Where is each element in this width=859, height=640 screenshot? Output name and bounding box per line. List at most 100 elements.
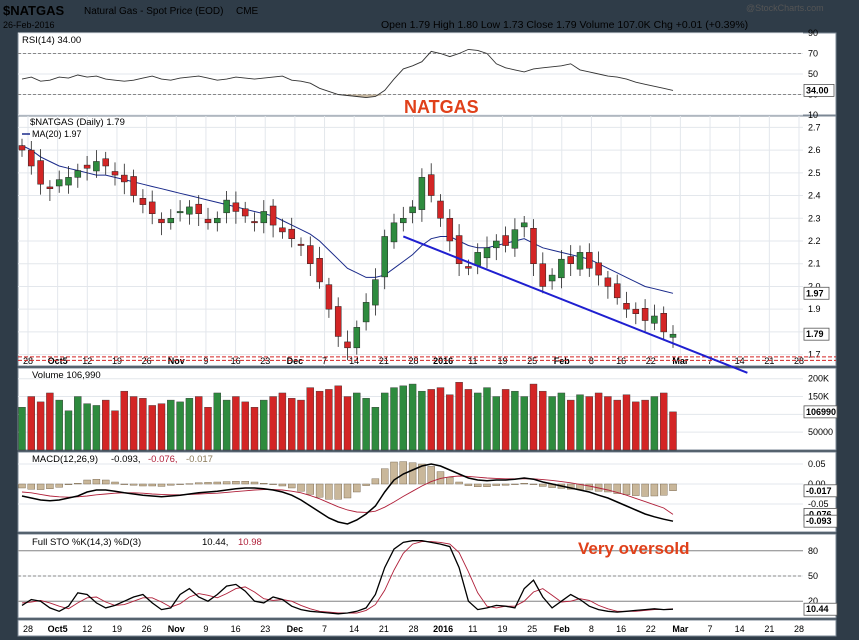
macd-histogram-bar — [520, 483, 528, 485]
price-tick-label: 2.0 — [808, 281, 821, 291]
sto-tick-label: 20 — [808, 596, 818, 606]
macd-histogram-bar — [455, 481, 463, 485]
x-tick-label: 19 — [497, 356, 507, 366]
bottom-x-tick-label: 23 — [260, 624, 270, 634]
volume-bar — [250, 407, 259, 451]
macd-histogram-bar — [669, 483, 677, 492]
candle-body — [334, 306, 342, 337]
x-tick-label: Nov — [168, 356, 185, 366]
volume-bar — [46, 392, 54, 451]
price-tick-label: 1.7 — [808, 350, 821, 360]
macd-histogram-bar — [343, 483, 352, 499]
macd-tick-label: -0.05 — [808, 499, 829, 509]
volume-bar — [613, 399, 621, 451]
volume-bar — [529, 383, 538, 451]
sto-legend: Full STO %K(14,3) %D(3) — [32, 537, 141, 548]
bottom-x-tick-label: Nov — [168, 624, 185, 634]
macd-histogram-bar — [427, 466, 435, 485]
candle-body — [381, 236, 388, 278]
volume-bar — [176, 401, 184, 451]
bottom-x-tick-label: 2016 — [433, 624, 453, 634]
bottom-x-tick-label: Oct5 — [48, 624, 68, 634]
macd-histogram-bar — [241, 481, 249, 485]
volume-bar — [511, 390, 519, 451]
candle-body — [651, 315, 658, 324]
macd-histogram-bar — [185, 483, 194, 485]
candle-body — [130, 176, 137, 196]
bottom-x-tick-label: 25 — [527, 624, 537, 634]
candle-body — [558, 258, 565, 279]
volume-bar — [288, 398, 296, 451]
macd-histogram-bar — [353, 483, 361, 493]
macd-histogram-bar — [55, 483, 63, 488]
volume-bar — [129, 396, 138, 451]
volume-bar — [185, 398, 194, 451]
x-tick-label: 14 — [349, 356, 359, 366]
candle-body — [576, 252, 584, 270]
candle-body — [539, 263, 547, 287]
sto-tick-label: 50 — [808, 571, 818, 581]
x-tick-label: 11 — [468, 356, 477, 366]
candle-body — [409, 206, 416, 214]
macd-histogram-bar — [213, 481, 222, 485]
macd-histogram-bar — [418, 463, 426, 485]
candle-body — [269, 205, 277, 226]
volume-bar — [297, 399, 305, 451]
x-tick-label: 26 — [142, 356, 152, 366]
x-tick-label: 8 — [589, 356, 594, 366]
candle-body — [455, 235, 463, 264]
volume-bar — [567, 399, 575, 451]
macd-histogram-bar — [64, 483, 73, 486]
volume-bar — [260, 399, 268, 451]
candle-body — [65, 177, 72, 186]
candle-body — [372, 279, 379, 306]
sto-d-value: 10.98 — [238, 537, 262, 548]
candle-body — [548, 274, 556, 282]
bottom-x-tick-label: Mar — [672, 624, 689, 634]
price-tick-label: 2.6 — [808, 145, 821, 155]
candle-body — [520, 222, 528, 228]
bottom-x-tick-label: 16 — [231, 624, 241, 634]
bottom-x-tick-label: 8 — [589, 624, 594, 634]
candle-body — [241, 208, 249, 217]
bottom-x-tick-label: 12 — [82, 624, 92, 634]
volume-bar — [641, 399, 649, 451]
volume-bar — [594, 392, 603, 451]
bottom-x-tick-label: 9 — [203, 624, 208, 634]
volume-bar — [343, 396, 352, 451]
macd-histogram-bar — [120, 483, 129, 485]
volume-bar — [660, 392, 668, 451]
candle-body — [641, 308, 649, 321]
x-tick-label: 16 — [231, 356, 241, 366]
macd-histogram-bar — [390, 461, 398, 485]
rsi-line — [21, 48, 674, 99]
candle-body — [158, 218, 165, 224]
macd-hist-value-box — [803, 484, 838, 498]
macd-histogram-bar — [613, 483, 621, 494]
macd-histogram-bar — [129, 483, 138, 486]
macd-histogram-bar — [139, 483, 147, 487]
bottom-x-tick-label: 7 — [322, 624, 327, 634]
volume-bar — [474, 392, 482, 451]
natgas-annotation: NATGAS — [404, 97, 479, 117]
bottom-x-tick-label: 19 — [497, 624, 507, 634]
volume-bar — [427, 389, 435, 451]
candle-body — [148, 201, 156, 214]
macd-value: -0.093, — [111, 454, 141, 465]
bottom-x-tick-label: Dec — [287, 624, 304, 634]
oversold-annotation: Very oversold — [578, 539, 690, 558]
macd-histogram-bar — [101, 479, 110, 485]
x-tick-label: 12 — [82, 356, 92, 366]
volume-bar — [455, 382, 463, 451]
candle-body — [474, 252, 481, 266]
candle-body — [660, 313, 667, 333]
x-tick-label: 25 — [527, 356, 537, 366]
price-tick-label: 2.7 — [808, 122, 821, 132]
macd-histogram-bar — [371, 478, 380, 485]
volume-bar — [64, 410, 73, 451]
chart-date: 26-Feb-2016 — [3, 20, 55, 30]
x-tick-label: 14 — [735, 356, 745, 366]
candle-body — [632, 308, 640, 314]
price-legend: $NATGAS (Daily) 1.79 — [30, 117, 125, 128]
candle-body — [530, 228, 537, 264]
